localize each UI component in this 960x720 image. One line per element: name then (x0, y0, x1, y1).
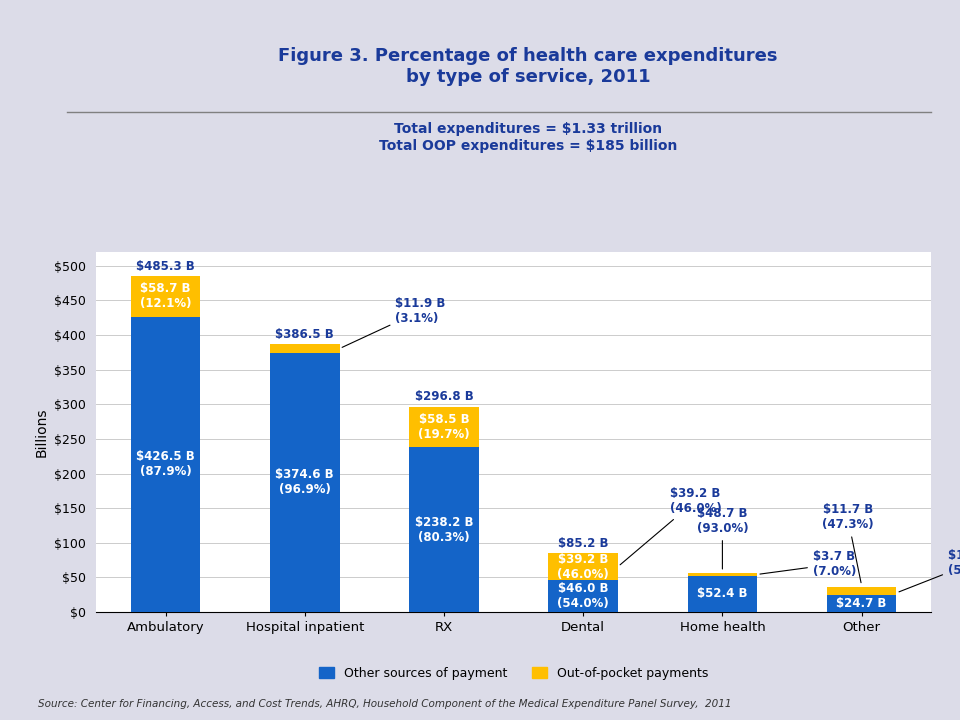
Bar (827, 595, 897, 612)
Text: $39.2 B
(46.0%): $39.2 B (46.0%) (558, 552, 609, 580)
Text: Source: Center for Financing, Access, and Cost Trends, AHRQ, Household Component: Source: Center for Financing, Access, an… (38, 699, 732, 709)
Bar (827, 587, 897, 595)
Text: $386.5 B: $386.5 B (276, 328, 334, 341)
Text: $24.7 B: $24.7 B (836, 597, 887, 610)
Text: $48.7 B
(93.0%): $48.7 B (93.0%) (697, 507, 748, 569)
Text: Total expenditures = $1.33 trillion
Total OOP expenditures = $185 billion: Total expenditures = $1.33 trillion Tota… (379, 122, 677, 153)
Text: $85.2 B: $85.2 B (558, 536, 609, 549)
Bar (409, 407, 479, 447)
Bar (548, 553, 618, 580)
Bar (687, 573, 757, 576)
Bar (131, 276, 201, 317)
Text: $13.0 B
(52.7%): $13.0 B (52.7%) (899, 549, 960, 592)
Legend: Other sources of payment, Out-of-pocket payments: Other sources of payment, Out-of-pocket … (314, 662, 713, 685)
Text: $426.5 B
(87.9%): $426.5 B (87.9%) (136, 451, 195, 478)
Text: $52.4 B: $52.4 B (697, 588, 748, 600)
Bar (270, 353, 340, 612)
Text: $11.9 B
(3.1%): $11.9 B (3.1%) (342, 297, 445, 347)
Text: $374.6 B
(96.9%): $374.6 B (96.9%) (276, 468, 334, 496)
Bar (131, 317, 201, 612)
Y-axis label: Billions: Billions (35, 408, 49, 456)
Text: $58.5 B
(19.7%): $58.5 B (19.7%) (419, 413, 469, 441)
Text: $485.3 B: $485.3 B (136, 260, 195, 273)
Text: $39.2 B
(46.0%): $39.2 B (46.0%) (620, 487, 721, 564)
Text: $296.8 B: $296.8 B (415, 390, 473, 403)
Text: $11.7 B
(47.3%): $11.7 B (47.3%) (822, 503, 874, 582)
Text: $3.7 B
(7.0%): $3.7 B (7.0%) (760, 550, 856, 578)
Text: $46.0 B
(54.0%): $46.0 B (54.0%) (558, 582, 609, 610)
Bar (270, 344, 340, 353)
Bar (687, 576, 757, 612)
Bar (548, 580, 618, 612)
Text: $58.7 B
(12.1%): $58.7 B (12.1%) (140, 282, 191, 310)
Text: $238.2 B
(80.3%): $238.2 B (80.3%) (415, 516, 473, 544)
Bar (409, 447, 479, 612)
Text: Figure 3. Percentage of health care expenditures
by type of service, 2011: Figure 3. Percentage of health care expe… (278, 47, 778, 86)
